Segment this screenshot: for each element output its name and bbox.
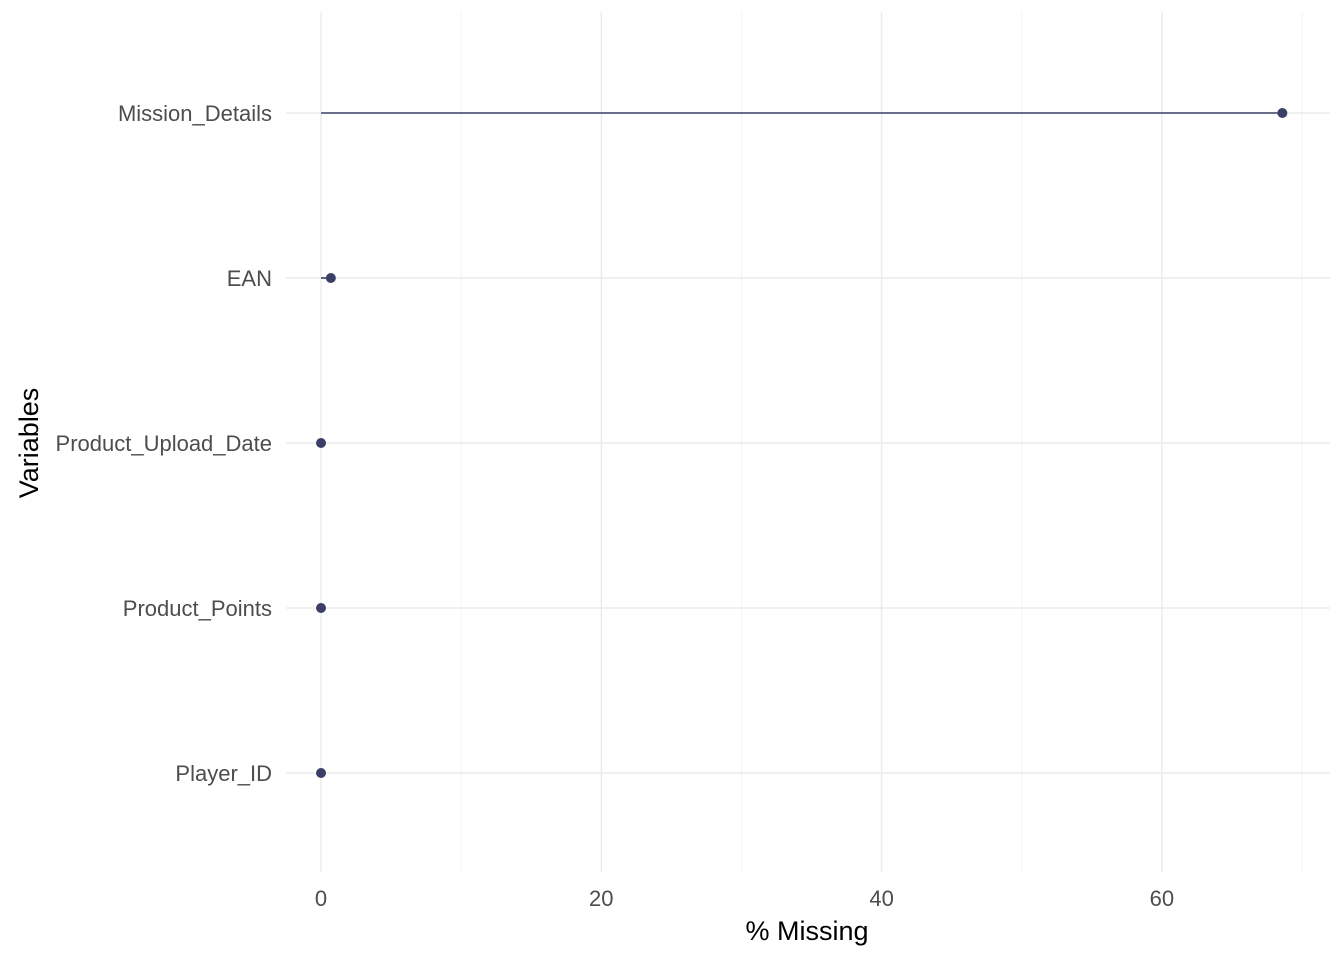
x-axis-title: % Missing	[745, 916, 868, 946]
lollipop-points	[316, 108, 1288, 778]
y-tick-label: Player_ID	[175, 761, 272, 786]
y-tick-label: Mission_Details	[118, 101, 272, 126]
lollipop-point	[316, 603, 327, 613]
lollipop-point	[316, 438, 327, 448]
grid-lines	[286, 12, 1330, 872]
x-tick-label: 40	[869, 886, 893, 911]
y-tick-label: Product_Points	[123, 596, 272, 621]
y-tick-label: Product_Upload_Date	[56, 431, 272, 456]
x-tick-label: 60	[1150, 886, 1174, 911]
y-axis-tick-labels: Mission_Details EAN Product_Upload_Date Pro…	[56, 101, 272, 786]
x-tick-label: 20	[589, 886, 613, 911]
lollipop-point	[316, 768, 327, 778]
y-tick-label: EAN	[227, 266, 272, 291]
x-tick-label: 0	[315, 886, 327, 911]
lollipop-point	[325, 273, 336, 283]
y-axis-title: Variables	[14, 388, 44, 499]
x-axis-tick-labels: 0 20 40 60	[315, 886, 1174, 911]
lollipop-point	[1277, 108, 1288, 118]
